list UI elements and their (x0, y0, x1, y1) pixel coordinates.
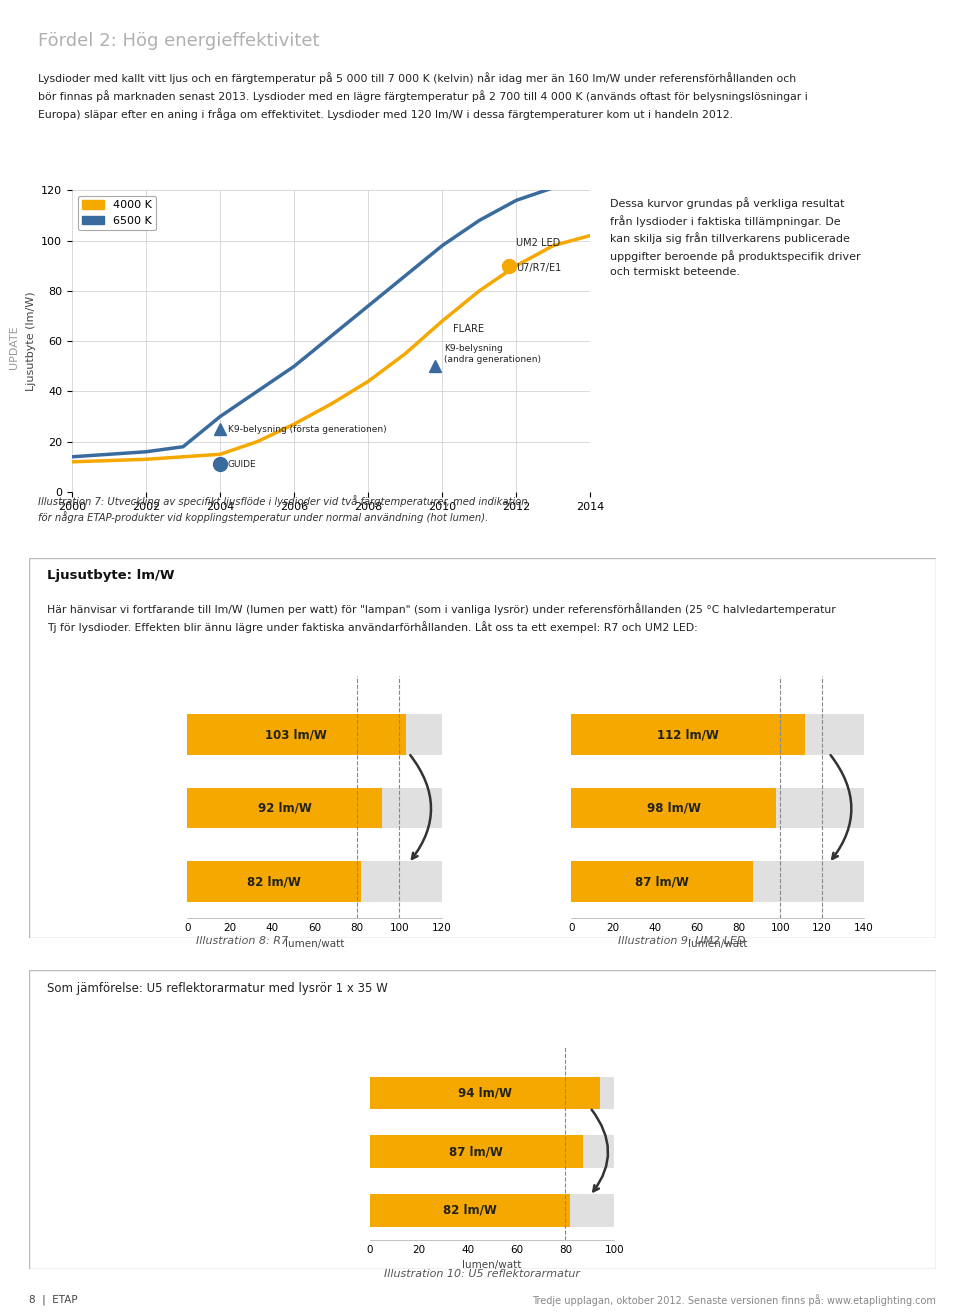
Text: Här hänvisar vi fortfarande till lm/W (lumen per watt) för "lampan" (som i vanli: Här hänvisar vi fortfarande till lm/W (l… (47, 604, 836, 632)
Legend: 4000 K, 6500 K: 4000 K, 6500 K (78, 195, 156, 231)
Text: Illustration 7: Utveckling av specifikt ljusflöde i lysdioder vid två färgtemper: Illustration 7: Utveckling av specifikt … (38, 495, 528, 523)
Text: 87 lm/W: 87 lm/W (449, 1145, 503, 1158)
Text: FLARE: FLARE (453, 324, 485, 333)
Bar (571, 714, 864, 754)
Bar (370, 1194, 570, 1227)
Bar (370, 1077, 600, 1109)
Bar (187, 862, 442, 901)
Bar (187, 787, 382, 828)
Text: Fördel 2: Hög energieffektivitet: Fördel 2: Hög energieffektivitet (38, 31, 320, 50)
Bar (571, 714, 805, 754)
Text: Tredje upplagan, oktober 2012. Senaste versionen finns på: www.etaplighting.com: Tredje upplagan, oktober 2012. Senaste v… (532, 1294, 936, 1307)
Text: 94 lm/W: 94 lm/W (458, 1086, 512, 1099)
Text: 82 lm/W: 82 lm/W (247, 875, 301, 888)
X-axis label: lumen/watt: lumen/watt (688, 939, 747, 949)
Text: 87 lm/W: 87 lm/W (636, 875, 689, 888)
Text: K9-belysning (första generationen): K9-belysning (första generationen) (228, 425, 386, 434)
Text: 103 lm/W: 103 lm/W (266, 728, 327, 741)
Text: Lysdioder med kallt vitt ljus och en färgtemperatur på 5 000 till 7 000 K (kelvi: Lysdioder med kallt vitt ljus och en fär… (38, 72, 808, 119)
Text: Illustration 9: UM2 LED: Illustration 9: UM2 LED (618, 937, 746, 946)
Text: U7/R7/E1: U7/R7/E1 (516, 264, 562, 273)
Bar (571, 787, 776, 828)
Bar (571, 862, 864, 901)
Text: K9-belysning
(andra generationen): K9-belysning (andra generationen) (444, 344, 541, 363)
Bar (571, 862, 754, 901)
Text: 82 lm/W: 82 lm/W (443, 1204, 497, 1218)
Text: 112 lm/W: 112 lm/W (658, 728, 719, 741)
FancyBboxPatch shape (29, 558, 936, 938)
Bar (187, 862, 361, 901)
Bar (370, 1135, 583, 1168)
Bar (370, 1194, 614, 1227)
X-axis label: lumen/watt: lumen/watt (463, 1261, 521, 1270)
Bar (187, 714, 405, 754)
Text: Ljusutbyte: lm/W: Ljusutbyte: lm/W (47, 569, 175, 583)
Bar (370, 1077, 614, 1109)
Text: Som jämförelse: U5 reflektorarmatur med lysrör 1 x 35 W: Som jämförelse: U5 reflektorarmatur med … (47, 981, 388, 994)
Text: 92 lm/W: 92 lm/W (258, 802, 312, 815)
Bar (370, 1135, 614, 1168)
Bar (187, 714, 442, 754)
Bar (187, 787, 442, 828)
Text: GUIDE: GUIDE (228, 459, 256, 468)
Y-axis label: Ljusutbyte (lm/W): Ljusutbyte (lm/W) (26, 291, 36, 391)
X-axis label: lumen/watt: lumen/watt (285, 939, 344, 949)
Text: UM2 LED: UM2 LED (516, 237, 561, 248)
Text: Dessa kurvor grundas på verkliga resultat
från lysdioder i faktiska tillämpninga: Dessa kurvor grundas på verkliga resulta… (610, 197, 860, 277)
Text: Illustration 10: U5 reflektorarmatur: Illustration 10: U5 reflektorarmatur (384, 1269, 581, 1279)
FancyBboxPatch shape (29, 970, 936, 1269)
Text: 8  |  ETAP: 8 | ETAP (29, 1295, 78, 1305)
Text: UPDATE: UPDATE (10, 325, 19, 370)
Text: 98 lm/W: 98 lm/W (647, 802, 701, 815)
Text: Illustration 8: R7: Illustration 8: R7 (196, 937, 288, 946)
Bar (571, 787, 864, 828)
